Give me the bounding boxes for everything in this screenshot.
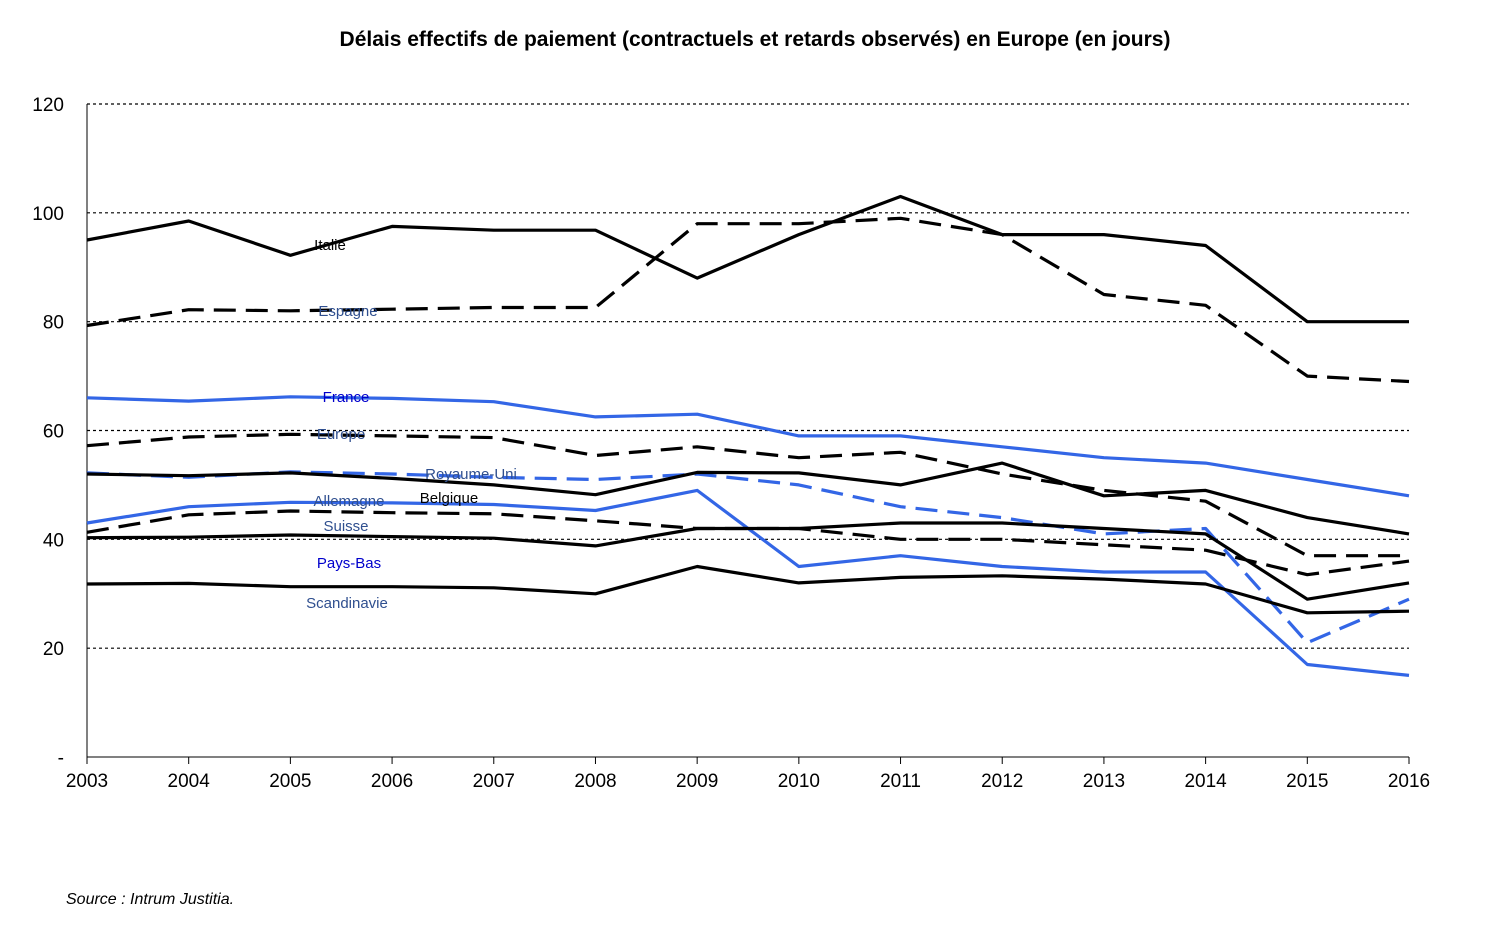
axes: - 20 40 60 80 100 120 2003 2004 2005 2006 2007 2008 2… (32, 95, 1430, 792)
series-line-suisse (86, 509, 1410, 577)
x-tick-label: 2015 (1286, 771, 1328, 792)
x-tick-label: 2014 (1184, 771, 1227, 792)
series-label-europe: Europe (317, 426, 365, 443)
y-tick-label: 120 (32, 95, 64, 116)
series-label-france: France (323, 389, 370, 406)
series-label-italie: Italie (314, 237, 346, 254)
series-label-allemagne: Allemagne (314, 493, 385, 510)
series-lines (86, 194, 1410, 677)
series-line-france (86, 395, 1410, 498)
x-tick-label: 2005 (269, 771, 311, 792)
y-tick-label: 40 (43, 530, 64, 551)
series-label-espagne: Espagne (318, 303, 377, 320)
series-label-suisse: Suisse (323, 518, 368, 535)
chart-title: Délais effectifs de paiement (contractue… (339, 28, 1171, 51)
x-tick-label: 2009 (676, 771, 718, 792)
x-tick-label: 2013 (1083, 771, 1125, 792)
series-line-royaume-uni (86, 470, 1410, 645)
x-tick-label: 2008 (574, 771, 616, 792)
series-label-scandinavie: Scandinavie (306, 595, 388, 612)
series-label-belgique: Belgique (420, 490, 478, 507)
y-tick-label: 80 (43, 313, 64, 334)
x-tick-label: 2003 (66, 771, 108, 792)
series-line-scandinavie (86, 564, 1410, 615)
y-tick-label: 60 (43, 422, 64, 443)
series-line-belgique (86, 461, 1410, 536)
series-line-pays-bas (86, 521, 1410, 601)
series-label-royaume-uni: Royaume-Uni (425, 466, 517, 483)
y-tick-label: 20 (43, 639, 64, 660)
x-tick-label: 2011 (880, 771, 921, 792)
series-labels: Italie Espagne France Europe Royaume-Uni Belg… (306, 237, 517, 612)
x-tick-label: 2006 (371, 771, 413, 792)
x-tick-label: 2007 (473, 771, 515, 792)
series-line-europe (86, 432, 1409, 558)
y-tick-label: - (58, 748, 64, 769)
series-label-pays-bas: Pays-Bas (317, 555, 381, 572)
x-tick-label: 2004 (168, 771, 211, 792)
gridlines (87, 103, 1409, 649)
y-tick-label: 100 (32, 204, 64, 225)
source-note: Source : Intrum Justitia. (66, 891, 235, 908)
x-tick-label: 2012 (981, 771, 1023, 792)
x-tick-label: 2010 (778, 771, 820, 792)
series-line-espagne (86, 216, 1410, 384)
x-tick-label: 2016 (1388, 771, 1430, 792)
series-line-italie (86, 194, 1409, 324)
